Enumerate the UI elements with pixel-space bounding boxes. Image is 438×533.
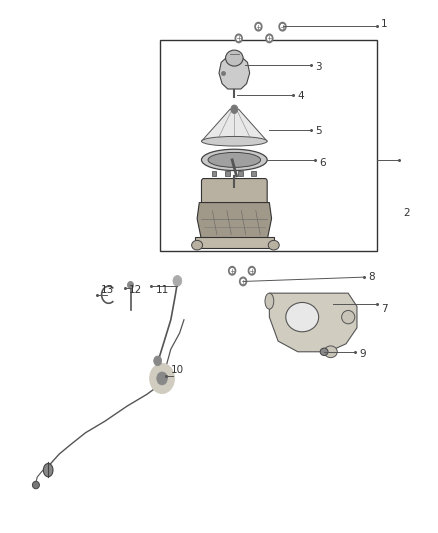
Text: 13: 13 <box>101 286 114 295</box>
Text: 2: 2 <box>403 208 410 218</box>
Ellipse shape <box>265 293 274 309</box>
Ellipse shape <box>342 310 355 324</box>
Circle shape <box>241 279 245 284</box>
Circle shape <box>248 266 255 275</box>
Ellipse shape <box>192 240 202 250</box>
Text: 10: 10 <box>171 366 184 375</box>
Circle shape <box>266 34 273 43</box>
Ellipse shape <box>324 346 337 358</box>
Circle shape <box>127 281 134 289</box>
Ellipse shape <box>201 136 267 146</box>
Circle shape <box>235 34 242 43</box>
FancyBboxPatch shape <box>201 179 267 205</box>
Text: 3: 3 <box>315 62 322 71</box>
Text: 12: 12 <box>129 286 142 295</box>
Bar <box>251 171 256 176</box>
Ellipse shape <box>32 481 39 489</box>
Text: 9: 9 <box>359 350 366 359</box>
Circle shape <box>268 36 271 41</box>
Bar <box>225 171 230 176</box>
Ellipse shape <box>226 50 243 66</box>
Text: 7: 7 <box>381 304 388 314</box>
Circle shape <box>230 269 234 273</box>
Circle shape <box>157 372 167 385</box>
Bar <box>160 40 377 251</box>
Ellipse shape <box>201 149 267 171</box>
Circle shape <box>150 364 174 393</box>
Text: 1: 1 <box>381 19 388 29</box>
Bar <box>212 171 216 176</box>
Ellipse shape <box>320 348 328 356</box>
Text: 5: 5 <box>315 126 322 135</box>
Circle shape <box>279 22 286 31</box>
Text: 6: 6 <box>320 158 326 167</box>
Ellipse shape <box>268 240 279 250</box>
Bar <box>238 171 243 176</box>
Circle shape <box>255 22 262 31</box>
Circle shape <box>250 269 254 273</box>
Text: 4: 4 <box>298 91 304 101</box>
Circle shape <box>281 25 284 29</box>
Circle shape <box>173 276 182 286</box>
Ellipse shape <box>43 463 53 477</box>
Circle shape <box>257 25 260 29</box>
Ellipse shape <box>286 303 318 332</box>
Text: 8: 8 <box>368 272 374 282</box>
Polygon shape <box>219 54 250 89</box>
Circle shape <box>231 105 238 114</box>
Circle shape <box>154 356 162 366</box>
Polygon shape <box>197 203 272 240</box>
Circle shape <box>237 36 240 41</box>
Text: 11: 11 <box>155 286 169 295</box>
Bar <box>195 237 274 248</box>
Polygon shape <box>269 293 357 352</box>
Polygon shape <box>201 109 267 141</box>
Ellipse shape <box>208 152 261 167</box>
Circle shape <box>240 277 247 286</box>
Circle shape <box>229 266 236 275</box>
